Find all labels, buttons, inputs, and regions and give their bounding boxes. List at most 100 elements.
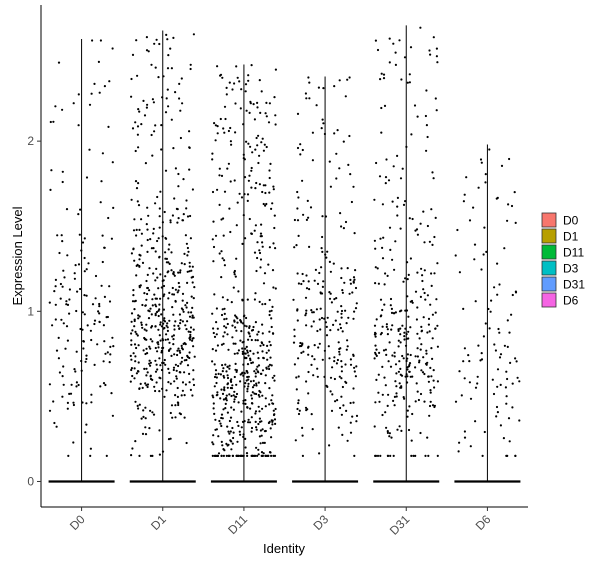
point — [231, 88, 234, 91]
point — [235, 392, 239, 396]
point — [340, 377, 343, 380]
point — [236, 420, 239, 424]
point — [296, 407, 299, 411]
point — [149, 454, 152, 457]
point — [180, 360, 183, 363]
point — [229, 386, 232, 390]
point — [432, 177, 435, 180]
point — [328, 291, 331, 294]
point — [271, 376, 274, 379]
point — [430, 375, 433, 378]
point — [230, 143, 233, 146]
point — [308, 245, 311, 248]
point — [386, 333, 389, 336]
point — [169, 411, 172, 415]
point — [339, 347, 342, 350]
point — [222, 342, 225, 345]
point — [55, 425, 58, 428]
point — [273, 96, 276, 99]
point — [302, 213, 305, 216]
point — [316, 282, 320, 285]
point — [418, 337, 421, 340]
point — [144, 162, 147, 165]
point — [420, 267, 423, 270]
point — [386, 404, 389, 407]
point — [272, 409, 275, 412]
point — [132, 247, 135, 250]
point — [228, 81, 231, 84]
point — [233, 319, 236, 322]
point — [227, 430, 230, 433]
point — [192, 297, 195, 300]
point — [137, 361, 140, 364]
point — [261, 323, 264, 326]
violin-group-D3 — [292, 76, 359, 483]
point — [405, 337, 408, 340]
point — [85, 402, 88, 405]
point — [270, 207, 273, 210]
point — [423, 291, 426, 295]
point — [82, 347, 85, 350]
point — [406, 375, 409, 378]
point — [152, 101, 155, 104]
point — [407, 428, 411, 432]
point — [165, 33, 168, 37]
point — [254, 372, 257, 375]
point — [181, 308, 184, 311]
point — [393, 395, 396, 398]
point — [495, 405, 499, 409]
point — [177, 401, 180, 405]
point — [328, 444, 331, 447]
point — [300, 282, 303, 286]
point — [375, 348, 378, 351]
point — [236, 76, 239, 79]
y-tick-label: 1 — [27, 304, 34, 318]
point — [476, 382, 479, 385]
point — [248, 111, 251, 114]
point — [509, 361, 512, 364]
point — [246, 387, 249, 390]
point — [388, 61, 391, 64]
point — [212, 327, 215, 330]
point — [420, 343, 423, 346]
point — [330, 301, 333, 304]
point — [149, 364, 152, 367]
point — [146, 385, 149, 389]
point — [480, 268, 483, 271]
point — [248, 421, 252, 424]
point — [148, 345, 151, 348]
point — [354, 286, 358, 290]
point — [301, 454, 304, 457]
point — [51, 324, 54, 327]
point — [154, 314, 157, 317]
point — [90, 338, 93, 342]
point — [297, 282, 300, 285]
point — [396, 154, 399, 157]
point — [268, 340, 271, 343]
point — [321, 250, 324, 253]
point — [250, 232, 253, 235]
point — [154, 325, 157, 328]
point — [225, 370, 228, 373]
point — [386, 274, 389, 277]
point — [420, 325, 423, 328]
point — [245, 140, 248, 143]
point — [186, 254, 189, 257]
point — [383, 283, 386, 286]
point — [258, 410, 261, 413]
point — [375, 378, 378, 381]
point — [261, 441, 265, 444]
point — [229, 140, 232, 143]
point — [242, 340, 245, 343]
point — [57, 61, 61, 64]
point — [65, 303, 68, 306]
point — [255, 392, 258, 396]
point — [136, 133, 139, 136]
point — [463, 436, 467, 439]
point — [247, 338, 250, 341]
point — [147, 317, 151, 320]
point — [260, 235, 263, 238]
point — [428, 414, 431, 417]
point — [393, 404, 396, 407]
point — [416, 271, 419, 274]
